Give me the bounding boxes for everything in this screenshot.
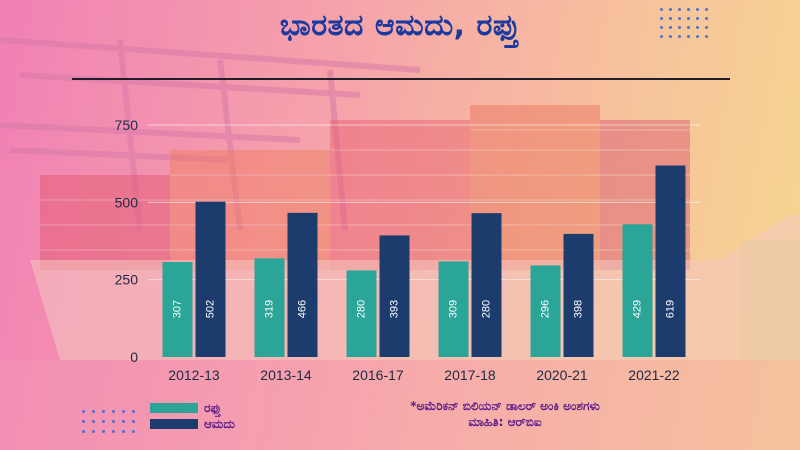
y-tick-label: 750	[115, 117, 139, 133]
decorative-dot	[122, 430, 125, 433]
decorative-dot	[687, 35, 690, 38]
decorative-dot	[696, 17, 699, 20]
decorative-dot	[687, 17, 690, 20]
legend-item-export: ರಫ್ತು	[150, 400, 235, 416]
decorative-dot	[678, 8, 681, 11]
decorative-dot	[102, 430, 105, 433]
y-tick-label: 500	[115, 194, 139, 210]
x-tick-label: 2021-22	[628, 367, 680, 383]
decorative-dot	[132, 410, 135, 413]
decorative-dot	[660, 17, 663, 20]
title-divider	[72, 78, 730, 80]
bar-export	[346, 270, 377, 357]
decorative-dot	[705, 17, 708, 20]
bar-import	[379, 235, 410, 357]
decorative-dot	[92, 420, 95, 423]
source-note: ಮಾಹಿತಿ: ಆರ್‌ಬಿಐ	[468, 415, 542, 429]
decorative-dot	[669, 35, 672, 38]
bar-export	[162, 262, 193, 357]
data-label: 307	[171, 300, 183, 318]
decorative-dot	[687, 26, 690, 29]
data-label: 393	[388, 300, 400, 318]
data-label: 429	[631, 300, 643, 318]
legend: ರಫ್ತು ಆಮದು	[150, 400, 235, 432]
legend-label-export: ರಫ್ತು	[204, 400, 222, 415]
data-label: 296	[539, 300, 551, 318]
footnote: *ಅಮೆರಿಕನ್ ಬಿಲಿಯನ್ ಡಾಲರ್ ಅಂಕಿ ಅಂಶಗಳು ಮಾಹಿ…	[340, 398, 670, 430]
bar-export	[438, 261, 469, 357]
decorative-dot	[132, 430, 135, 433]
y-tick-label: 250	[115, 272, 139, 288]
decorative-dot	[112, 410, 115, 413]
bar-import	[471, 213, 502, 357]
decorative-dot	[678, 17, 681, 20]
x-tick-label: 2017-18	[444, 367, 496, 383]
decorative-dot	[82, 430, 85, 433]
data-label: 309	[447, 300, 459, 318]
bar-import	[563, 233, 594, 357]
decorative-dot	[132, 420, 135, 423]
legend-item-import: ಆಮದು	[150, 416, 235, 432]
decorative-dot	[696, 26, 699, 29]
decorative-dot	[705, 35, 708, 38]
bar-export	[622, 224, 653, 357]
data-label: 466	[296, 300, 308, 318]
decorative-dot	[82, 420, 85, 423]
decorative-dot	[122, 410, 125, 413]
decorative-dot	[102, 420, 105, 423]
bar-import	[195, 201, 226, 357]
decorative-dot	[112, 420, 115, 423]
y-tick-label: 0	[130, 349, 138, 365]
decorative-dot	[112, 430, 115, 433]
decorative-dot	[669, 17, 672, 20]
data-label: 319	[263, 300, 275, 318]
decorative-dot	[705, 26, 708, 29]
decorative-dot	[678, 35, 681, 38]
data-label: 280	[355, 300, 367, 318]
x-tick-label: 2020-21	[536, 367, 588, 383]
x-tick-label: 2013-14	[260, 367, 312, 383]
bar-export	[530, 265, 561, 357]
data-label: 280	[480, 300, 492, 318]
decorative-dot	[696, 35, 699, 38]
decorative-dot	[705, 8, 708, 11]
decorative-dot	[122, 420, 125, 423]
chart-title: ಭಾರತದ ಆಮದು, ರಫ್ತು	[279, 8, 521, 43]
decorative-dot	[669, 8, 672, 11]
decorative-dot	[660, 8, 663, 11]
decorative-dot	[696, 8, 699, 11]
legend-swatch-import	[150, 419, 198, 429]
data-label: 398	[572, 300, 584, 318]
x-tick-label: 2012-13	[168, 367, 220, 383]
decorative-dot	[102, 410, 105, 413]
decorative-dot	[678, 26, 681, 29]
x-tick-label: 2016-17	[352, 367, 404, 383]
decorative-dot	[92, 430, 95, 433]
decorative-dot	[660, 26, 663, 29]
legend-swatch-export	[150, 403, 198, 413]
bar-import	[655, 165, 686, 357]
bar-export	[254, 258, 285, 357]
unit-note: *ಅಮೆರಿಕನ್ ಬಿಲಿಯನ್ ಡಾಲರ್ ಅಂಕಿ ಅಂಶಗಳು	[410, 399, 600, 413]
decorative-dot	[660, 35, 663, 38]
decorative-dot	[82, 410, 85, 413]
decorative-dot	[687, 8, 690, 11]
data-label: 619	[664, 300, 676, 318]
decorative-dot	[669, 26, 672, 29]
data-label: 502	[204, 300, 216, 318]
bar-import	[287, 212, 318, 357]
legend-label-import: ಆಮದು	[204, 416, 235, 431]
decorative-dot	[92, 410, 95, 413]
